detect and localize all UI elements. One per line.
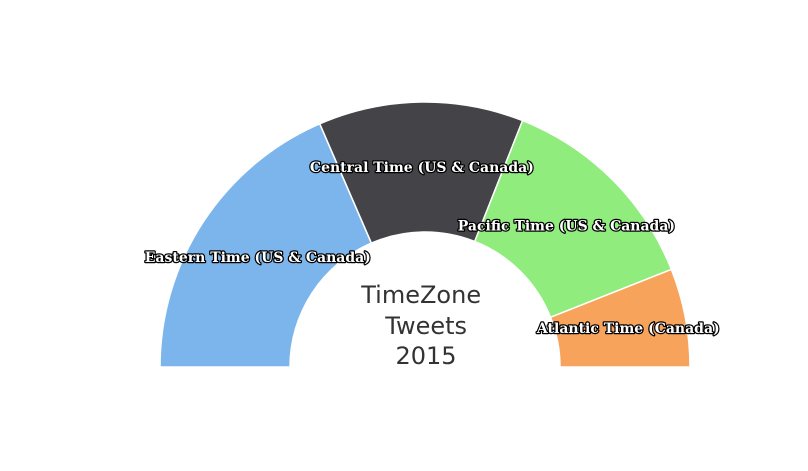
slice-4[interactable]: [549, 268, 691, 368]
labels-group: Eastern Time (US & Canada) Central Time (…: [144, 159, 721, 339]
slice-label-4: Atlantic Time (Canada): [536, 321, 720, 337]
slice-1[interactable]: [159, 122, 373, 368]
slice-label-2: Central Time (US & Canada): [310, 160, 534, 176]
title-line-3: 2015: [395, 342, 456, 370]
slices-group: [159, 101, 691, 368]
title-line-2: Tweets: [384, 312, 467, 340]
slice-label-1: Eastern Time (US & Canada): [145, 250, 371, 266]
slice-2[interactable]: [318, 101, 524, 245]
title-line-1: TimeZone: [360, 281, 481, 309]
slice-label-3: Pacific Time (US & Canada): [458, 219, 675, 235]
chart-title: TimeZone Tweets 2015: [360, 281, 488, 370]
